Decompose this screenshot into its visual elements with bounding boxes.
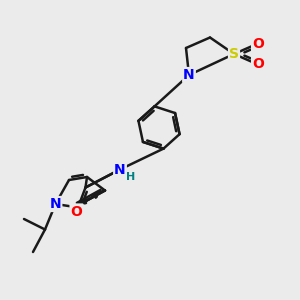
Text: N: N — [183, 68, 195, 82]
Text: N: N — [50, 197, 61, 211]
Text: N: N — [114, 163, 126, 176]
Text: S: S — [229, 47, 239, 61]
Text: O: O — [70, 205, 83, 218]
Text: H: H — [126, 172, 135, 182]
Text: O: O — [252, 58, 264, 71]
Text: O: O — [252, 37, 264, 50]
